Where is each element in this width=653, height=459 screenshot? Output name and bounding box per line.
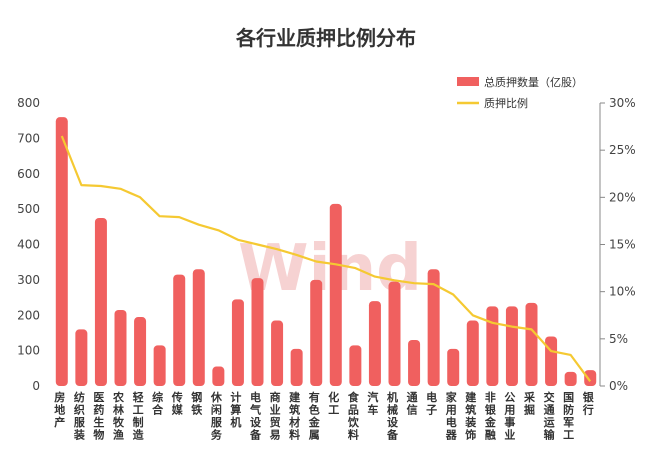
right-tick-label: 5% [609, 332, 628, 346]
category-label: 银行 [582, 390, 595, 417]
right-tick-label: 0% [609, 379, 628, 393]
category-label: 休闲服务 [210, 390, 223, 442]
bar [192, 269, 205, 386]
legend-bar-label: 总质押数量（亿股） [484, 75, 583, 89]
category-label: 交通运输 [544, 390, 556, 442]
legend-bar-swatch [457, 77, 479, 86]
left-tick-label: 0 [32, 379, 40, 393]
right-axis: 0% 5% 10% 15% 20% 25% 30% [599, 96, 636, 393]
bar [94, 217, 107, 386]
category-label: 房地产 [54, 390, 65, 429]
category-label: 计算机 [229, 390, 241, 429]
left-tick-label: 600 [17, 167, 40, 181]
bar [368, 301, 381, 386]
category-label: 化工 [328, 390, 339, 417]
bar [447, 348, 460, 386]
left-tick-label: 500 [17, 202, 40, 216]
bar [427, 269, 440, 386]
bar [310, 279, 323, 386]
category-label: 家用电器 [445, 390, 458, 442]
bar [173, 274, 186, 386]
category-label: 电子 [426, 390, 437, 417]
category-label: 汽车 [367, 390, 378, 417]
category-label: 非银金融 [484, 390, 497, 442]
category-label: 食品饮料 [347, 390, 360, 442]
bar [114, 309, 127, 386]
bar [408, 340, 421, 386]
category-label: 钢铁 [191, 390, 202, 417]
bar [231, 299, 244, 386]
bar [505, 306, 518, 386]
category-label: 轻工制造 [133, 390, 145, 442]
category-labels: 房地产纺织服装医药生物农林牧渔轻工制造综合传媒钢铁休闲服务计算机电气设备商业贸易… [54, 390, 594, 442]
category-label: 传媒 [171, 390, 184, 417]
bar [466, 320, 479, 386]
left-tick-label: 700 [17, 131, 40, 145]
category-label: 建筑材料 [289, 390, 301, 442]
right-tick-label: 10% [609, 285, 636, 299]
bar [290, 348, 303, 386]
bar [525, 302, 538, 386]
category-label: 纺织服装 [73, 390, 86, 442]
bar [388, 281, 401, 386]
category-label: 国防军工 [563, 391, 574, 442]
bar [271, 320, 284, 386]
bar-series [55, 117, 597, 387]
bar [329, 203, 342, 386]
bar [564, 371, 577, 386]
left-tick-label: 400 [17, 238, 40, 252]
legend: 总质押数量（亿股） 质押比例 [457, 75, 583, 110]
category-label: 农林牧渔 [112, 390, 125, 442]
bar [486, 306, 499, 386]
right-tick-label: 25% [609, 143, 636, 157]
line-series [60, 135, 592, 382]
category-label: 综合 [152, 390, 164, 417]
category-label: 医药生物 [93, 391, 104, 442]
bar [251, 278, 264, 386]
category-label: 通信 [407, 391, 418, 417]
category-label: 有色金属 [308, 390, 321, 442]
category-label: 机械设备 [386, 390, 399, 442]
left-tick-label: 300 [17, 273, 40, 287]
category-label: 公用事业 [504, 391, 515, 442]
category-label: 商业贸易 [270, 390, 281, 442]
bar [75, 329, 88, 386]
legend-line-label: 质押比例 [484, 96, 528, 110]
bar [584, 370, 597, 386]
ratio-line [60, 135, 592, 382]
left-axis: 0 100 200 300 400 500 600 700 800 [17, 96, 40, 393]
right-tick-label: 30% [609, 96, 636, 110]
chart-title: 各行业质押比例分布 [235, 26, 416, 50]
left-tick-label: 800 [17, 96, 40, 110]
bar [212, 366, 225, 386]
category-label: 电气设备 [249, 390, 262, 442]
right-tick-label: 15% [609, 238, 636, 252]
bar [349, 345, 362, 386]
bar [545, 336, 558, 386]
right-tick-label: 20% [609, 190, 636, 204]
bar [55, 117, 68, 387]
left-tick-label: 200 [17, 308, 40, 322]
bar [134, 317, 147, 386]
category-label: 建筑装饰 [464, 390, 477, 442]
bar [153, 345, 166, 386]
left-tick-label: 100 [17, 344, 40, 358]
category-label: 采掘 [523, 390, 536, 417]
